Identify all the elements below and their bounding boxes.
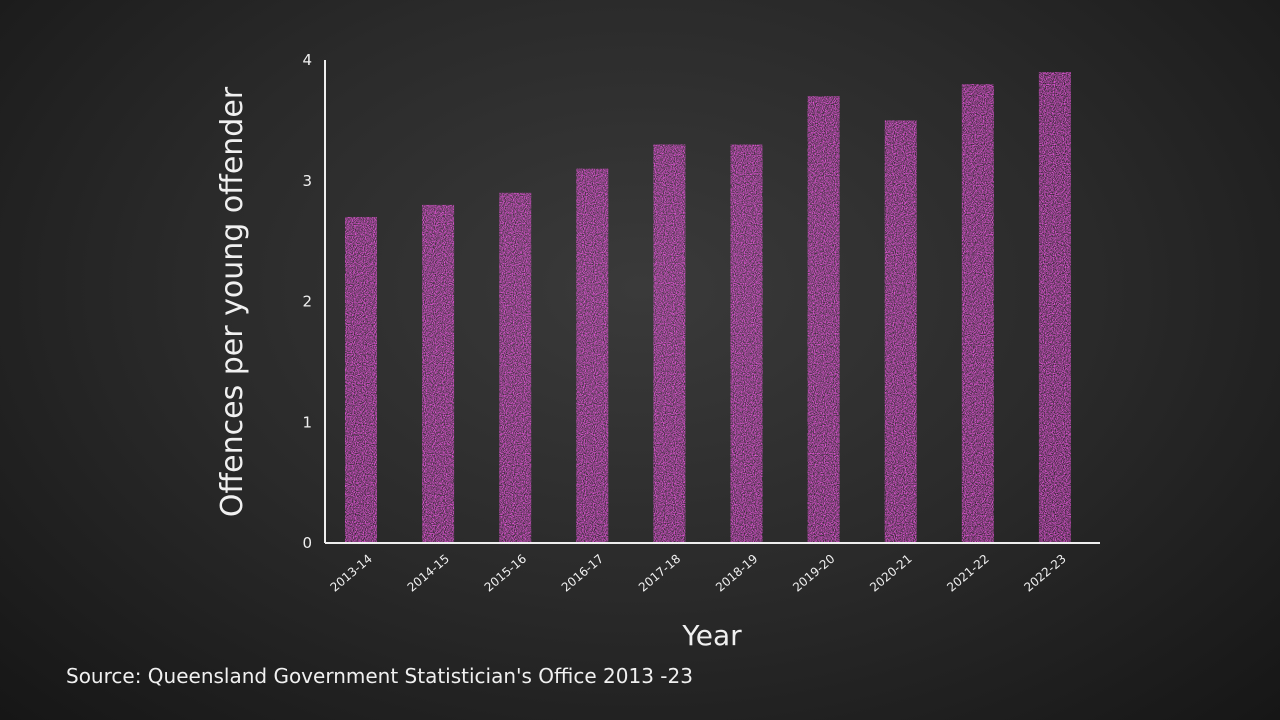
x-tick-label: 2019-20 [790, 552, 837, 595]
x-tick-label: 2018-19 [713, 552, 760, 595]
x-tick-label: 2020-21 [867, 552, 914, 595]
bar [653, 144, 686, 543]
bar [1038, 72, 1071, 543]
x-tick-label: 2017-18 [636, 552, 683, 595]
bar [422, 204, 455, 543]
x-axis-label: Year [681, 619, 742, 652]
y-axis-label: Offences per young offender [215, 86, 250, 517]
y-tick-label: 4 [302, 51, 312, 69]
source-note: Source: Queensland Government Statistici… [66, 664, 693, 688]
x-tick-label: 2013-14 [328, 552, 375, 595]
y-tick-label: 3 [302, 172, 312, 190]
bar [807, 96, 840, 543]
y-tick-label: 1 [302, 413, 312, 431]
bar [961, 84, 994, 544]
bar [345, 216, 377, 543]
x-tick-label: 2014-15 [405, 552, 452, 595]
x-tick-label: 2022-23 [1021, 552, 1068, 595]
y-tick-label: 0 [302, 534, 312, 552]
x-tick-label: 2021-22 [944, 552, 991, 595]
bar [499, 192, 532, 543]
x-tick-label: 2015-16 [482, 552, 529, 595]
bar [576, 168, 609, 544]
bar [884, 120, 917, 543]
y-tick-label: 2 [302, 293, 312, 311]
x-tick-label: 2016-17 [559, 552, 606, 595]
bar [730, 144, 763, 543]
